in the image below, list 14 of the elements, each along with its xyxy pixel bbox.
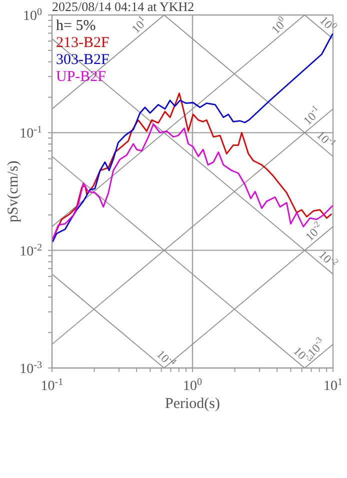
x-axis-title: Period(s): [165, 396, 220, 412]
text: 303-B2F: [56, 52, 110, 69]
legend-title: h= 5%: [56, 18, 97, 35]
text: UP-B2F: [56, 69, 108, 86]
y-axis-title: pSv(cm/s): [5, 160, 22, 222]
x-tick-label: 10$^{-1}$: [40, 376, 64, 394]
x-tick-label: 10$^{0}$: [182, 376, 202, 394]
chart-title: 2025/08/14 04:14 at YKH2: [52, 0, 194, 14]
text: 213-B2F: [56, 35, 110, 52]
x-tick-label: 10$^{1}$: [323, 376, 343, 394]
y-tick-label: 10$^{-1}$: [20, 124, 42, 142]
y-tick-label: 10$^{-2}$: [20, 242, 42, 260]
y-tick-label: 10$^{0}$: [22, 6, 42, 24]
y-tick-label: 10$^{-3}$: [20, 360, 42, 377]
